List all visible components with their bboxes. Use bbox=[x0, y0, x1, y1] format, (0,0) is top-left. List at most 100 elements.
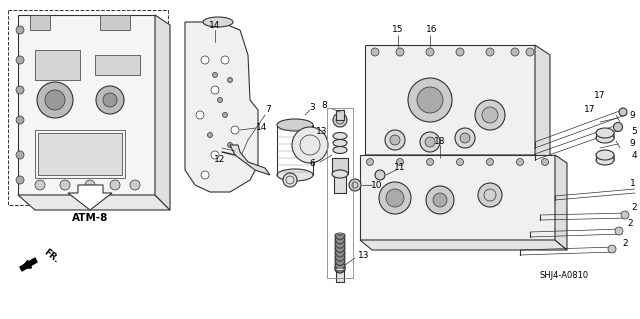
Polygon shape bbox=[360, 240, 567, 250]
Circle shape bbox=[385, 130, 405, 150]
Text: 2: 2 bbox=[627, 219, 633, 228]
Ellipse shape bbox=[335, 251, 345, 255]
Polygon shape bbox=[100, 15, 130, 30]
Ellipse shape bbox=[333, 132, 347, 139]
Ellipse shape bbox=[335, 264, 345, 268]
Circle shape bbox=[110, 180, 120, 190]
Circle shape bbox=[367, 159, 374, 166]
Polygon shape bbox=[360, 155, 555, 240]
Ellipse shape bbox=[203, 17, 233, 27]
Polygon shape bbox=[555, 155, 567, 250]
Text: 7: 7 bbox=[265, 106, 271, 115]
Text: 2: 2 bbox=[631, 204, 637, 212]
Circle shape bbox=[621, 211, 629, 219]
Circle shape bbox=[482, 107, 498, 123]
Circle shape bbox=[227, 143, 232, 147]
Circle shape bbox=[408, 78, 452, 122]
Ellipse shape bbox=[335, 233, 345, 237]
Circle shape bbox=[526, 48, 534, 56]
Ellipse shape bbox=[596, 128, 614, 138]
Text: 11: 11 bbox=[394, 164, 406, 173]
Circle shape bbox=[390, 135, 400, 145]
Circle shape bbox=[16, 176, 24, 184]
Text: 13: 13 bbox=[358, 251, 369, 261]
Ellipse shape bbox=[335, 262, 345, 266]
Circle shape bbox=[16, 151, 24, 159]
Circle shape bbox=[456, 48, 464, 56]
Circle shape bbox=[45, 90, 65, 110]
Text: 1: 1 bbox=[630, 179, 636, 188]
Circle shape bbox=[349, 179, 361, 191]
Circle shape bbox=[292, 127, 328, 163]
Circle shape bbox=[37, 82, 73, 118]
Polygon shape bbox=[20, 258, 37, 271]
Circle shape bbox=[516, 159, 524, 166]
Circle shape bbox=[511, 48, 519, 56]
Text: 15: 15 bbox=[392, 26, 404, 34]
Text: 8: 8 bbox=[321, 101, 327, 110]
Circle shape bbox=[227, 78, 232, 83]
Ellipse shape bbox=[335, 243, 345, 248]
Text: 6: 6 bbox=[309, 159, 315, 167]
Circle shape bbox=[433, 193, 447, 207]
Polygon shape bbox=[185, 22, 258, 192]
Circle shape bbox=[397, 159, 403, 166]
Circle shape bbox=[211, 86, 219, 94]
Ellipse shape bbox=[333, 146, 347, 153]
Circle shape bbox=[16, 116, 24, 124]
Circle shape bbox=[201, 56, 209, 64]
Ellipse shape bbox=[283, 173, 297, 187]
Polygon shape bbox=[30, 15, 50, 30]
Circle shape bbox=[478, 183, 502, 207]
Circle shape bbox=[212, 72, 218, 78]
Ellipse shape bbox=[335, 238, 345, 242]
Polygon shape bbox=[18, 15, 155, 195]
Ellipse shape bbox=[332, 170, 348, 178]
Circle shape bbox=[486, 159, 493, 166]
Circle shape bbox=[223, 113, 227, 117]
Ellipse shape bbox=[596, 155, 614, 165]
Circle shape bbox=[231, 126, 239, 134]
Bar bbox=[35, 130, 125, 178]
Circle shape bbox=[96, 86, 124, 114]
Ellipse shape bbox=[335, 254, 345, 258]
Text: 12: 12 bbox=[214, 155, 226, 165]
Text: 17: 17 bbox=[595, 91, 605, 100]
Text: 17: 17 bbox=[584, 106, 596, 115]
Circle shape bbox=[475, 100, 505, 130]
Polygon shape bbox=[365, 155, 550, 167]
Text: 9: 9 bbox=[629, 139, 635, 149]
Text: 10: 10 bbox=[371, 181, 383, 189]
Bar bbox=[38, 133, 122, 175]
Circle shape bbox=[608, 245, 616, 253]
Text: 16: 16 bbox=[426, 26, 438, 34]
Ellipse shape bbox=[596, 150, 614, 160]
Circle shape bbox=[420, 132, 440, 152]
Circle shape bbox=[16, 56, 24, 64]
Circle shape bbox=[130, 180, 140, 190]
Circle shape bbox=[426, 186, 454, 214]
Bar bbox=[35, 50, 80, 80]
Ellipse shape bbox=[277, 119, 313, 131]
Ellipse shape bbox=[335, 241, 345, 245]
Circle shape bbox=[103, 93, 117, 107]
Circle shape bbox=[396, 48, 404, 56]
Bar bbox=[327, 108, 353, 278]
Bar bbox=[332, 158, 348, 174]
Circle shape bbox=[16, 26, 24, 34]
Text: SHJ4-A0810: SHJ4-A0810 bbox=[540, 271, 589, 279]
Ellipse shape bbox=[596, 133, 614, 143]
Polygon shape bbox=[68, 185, 112, 210]
Polygon shape bbox=[230, 145, 270, 175]
Circle shape bbox=[614, 122, 623, 131]
Circle shape bbox=[460, 133, 470, 143]
Text: 2: 2 bbox=[622, 239, 628, 248]
Ellipse shape bbox=[335, 267, 345, 271]
Circle shape bbox=[221, 56, 229, 64]
Circle shape bbox=[456, 159, 463, 166]
Ellipse shape bbox=[335, 259, 345, 263]
Circle shape bbox=[16, 86, 24, 94]
Circle shape bbox=[619, 108, 627, 116]
Polygon shape bbox=[365, 45, 535, 155]
Bar bbox=[336, 110, 344, 120]
